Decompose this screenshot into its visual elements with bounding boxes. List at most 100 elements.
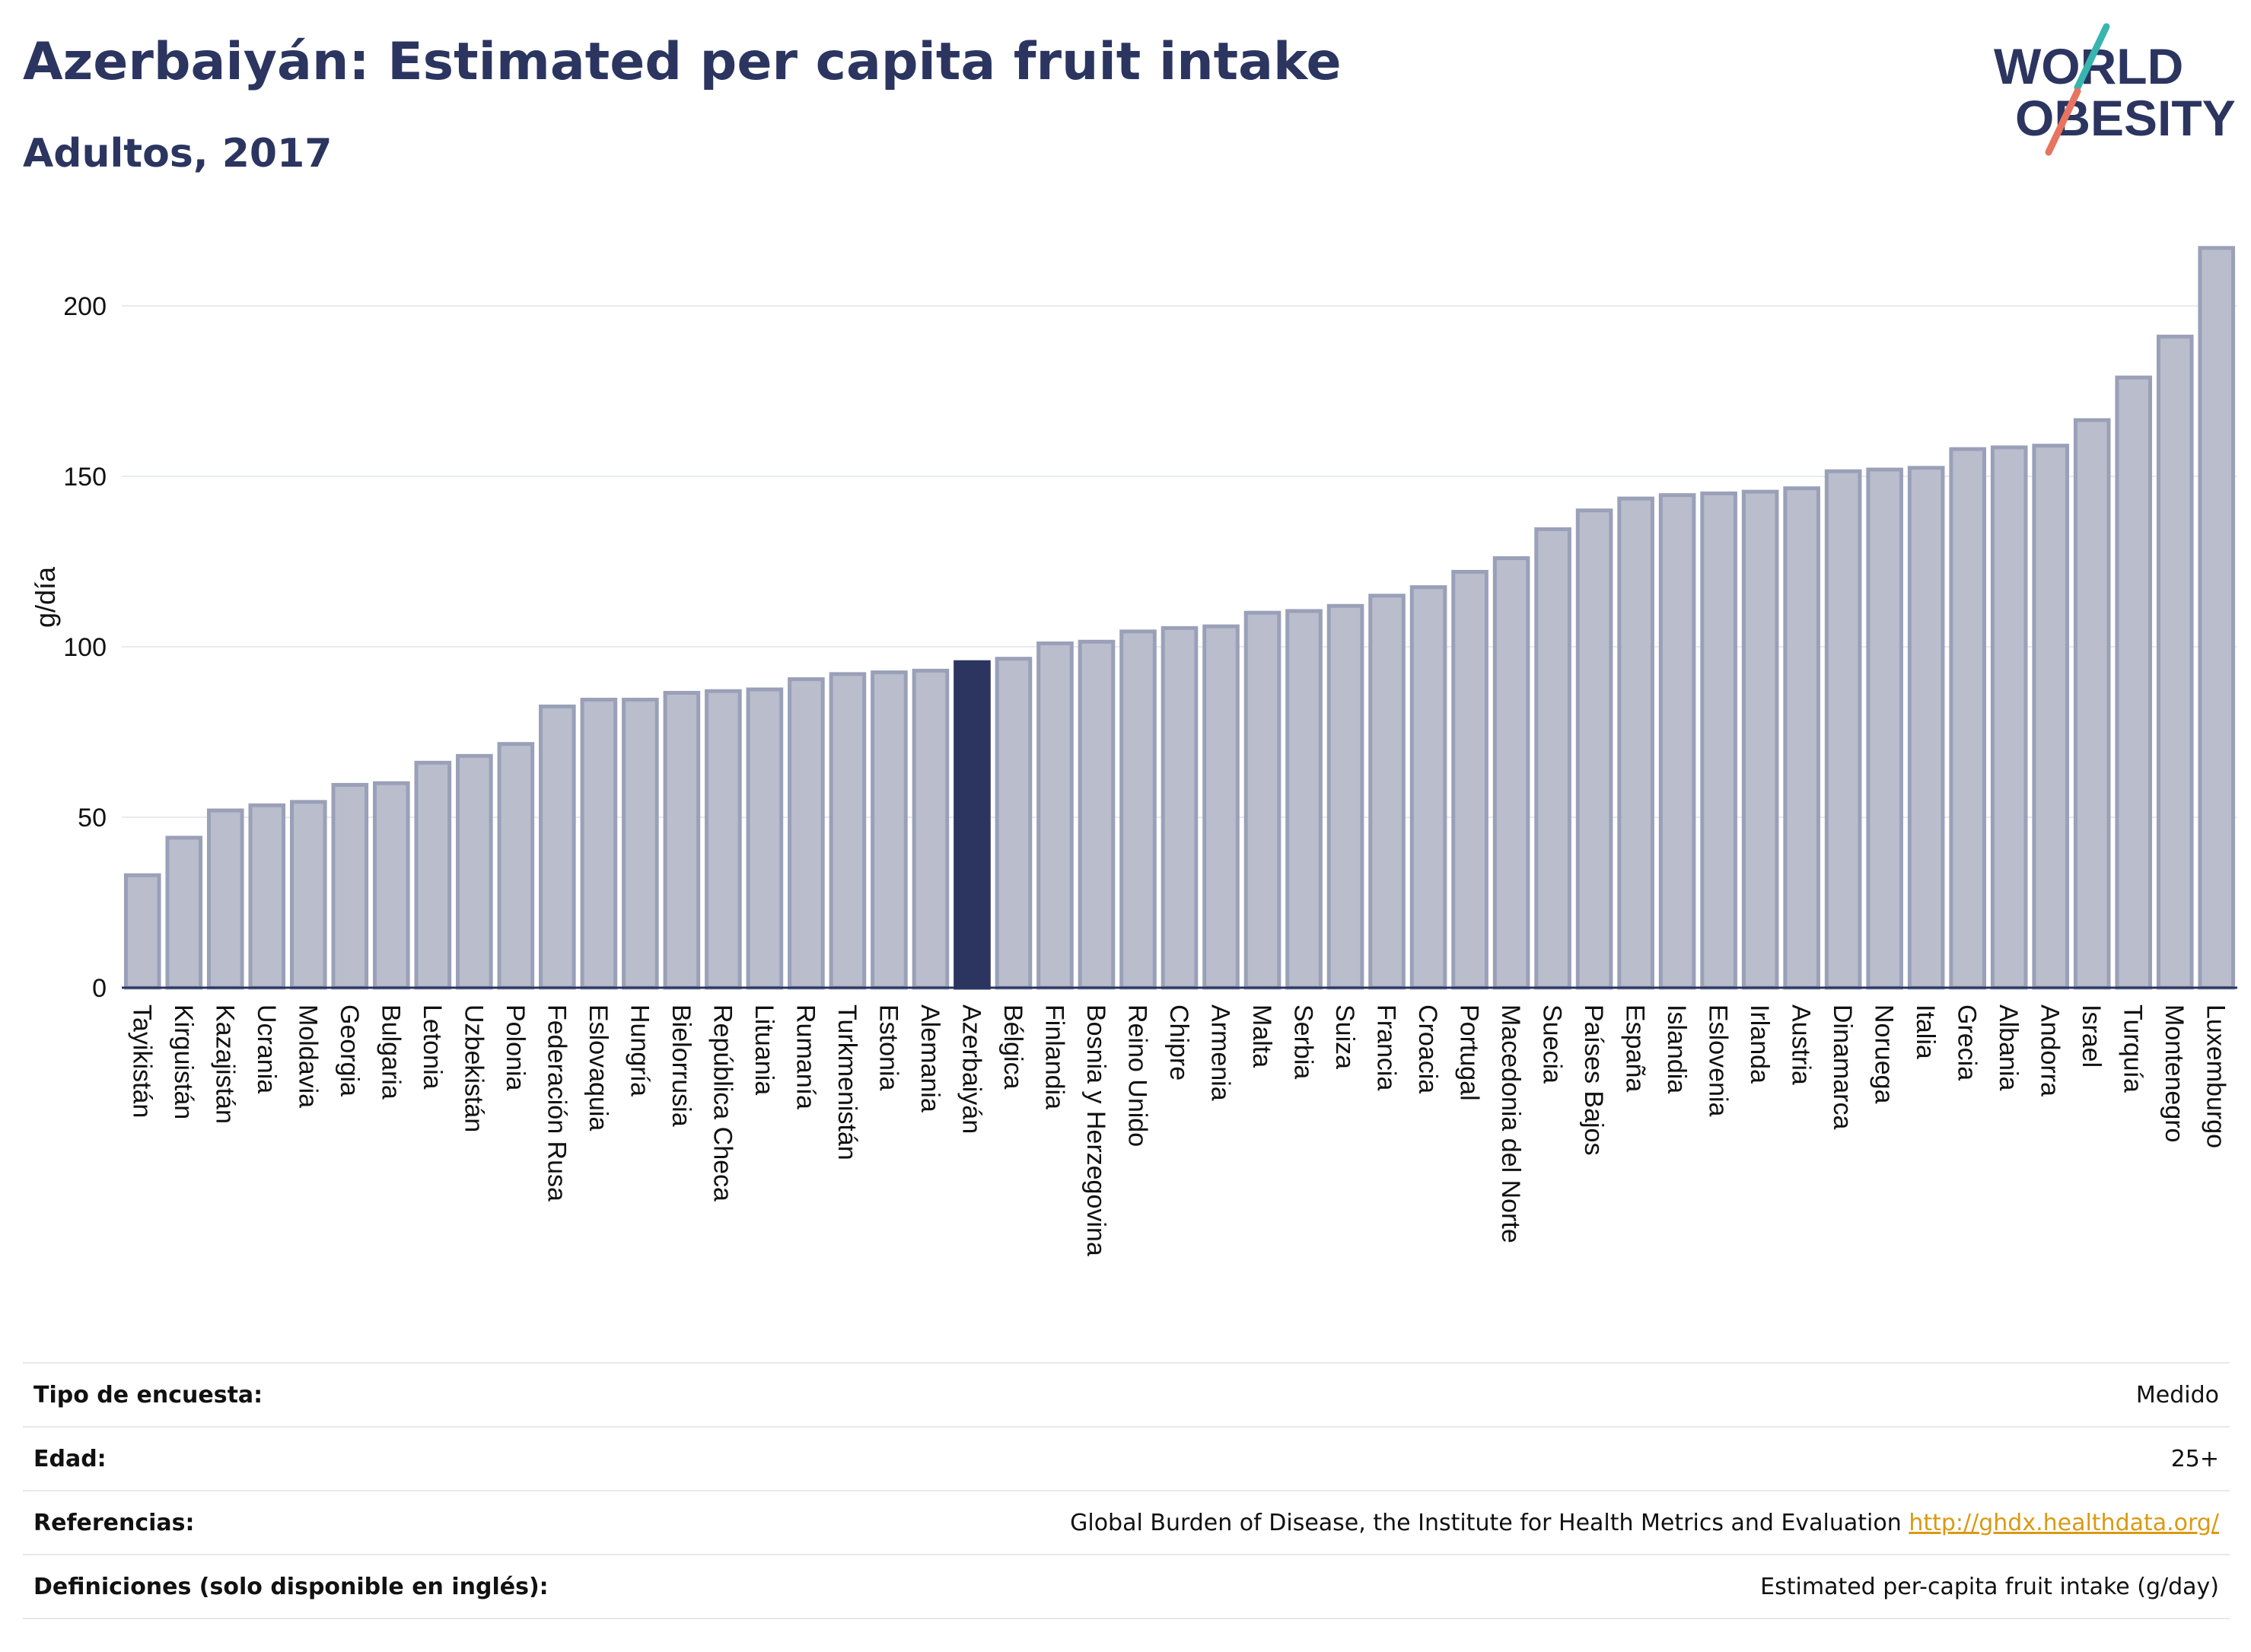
bar-grecia: [1949, 447, 1986, 990]
y-tick-labels: 0 50 100 150 200: [63, 292, 107, 1003]
info-row-survey-type: Tipo de encuesta: Medido: [23, 1362, 2230, 1427]
bar-países-bajos: [1575, 508, 1613, 990]
x-tick-label: Eslovaquia: [584, 1004, 613, 1131]
bar-chart: 0 50 100 150 200 Tayikistán Kirguistán Kazajis…: [30, 246, 2237, 1256]
bar-italia: [1907, 466, 1945, 990]
bar-islandia: [1658, 493, 1696, 990]
y-tick-label: 0: [92, 974, 107, 1003]
x-tick-label: Suiza: [1330, 1004, 1359, 1069]
bar-irlanda: [1741, 489, 1779, 990]
x-tick-label: Irlanda: [1745, 1004, 1774, 1084]
info-key: Edad:: [23, 1426, 717, 1491]
bar-alemania: [912, 668, 950, 990]
x-tick-label: Kirguistán: [169, 1004, 198, 1119]
info-row-age: Edad: 25+: [23, 1426, 2230, 1491]
world-obesity-logo: WORLD OBESITY: [1994, 23, 2236, 156]
bar-kazajistán: [206, 808, 244, 990]
x-tick-label: Andorra: [2036, 1004, 2065, 1097]
x-tick-label: Finlandia: [1040, 1004, 1068, 1109]
bar-austria: [1783, 486, 1820, 990]
x-tick-label: Chipre: [1164, 1004, 1193, 1081]
x-tick-label: Francia: [1372, 1004, 1401, 1090]
x-tick-label: Bélgica: [998, 1004, 1027, 1090]
info-value: Estimated per-capita fruit intake (g/day…: [716, 1554, 2230, 1619]
x-tick-label: Kazajistán: [210, 1004, 239, 1124]
x-tick-label: Albania: [1994, 1004, 2023, 1091]
x-tick-label: Bielorrusia: [667, 1004, 696, 1127]
bar-albania: [1990, 445, 2028, 990]
info-row-definitions: Definiciones (solo disponible en inglés)…: [23, 1554, 2230, 1619]
x-tick-label: Italia: [1911, 1004, 1940, 1059]
x-tick-label: Federación Rusa: [542, 1004, 571, 1202]
bar-serbia: [1285, 609, 1323, 990]
reference-link[interactable]: http://ghdx.healthdata.org/: [1909, 1509, 2219, 1536]
x-tick-label: Montenegro: [2160, 1004, 2189, 1142]
bar-lituania: [746, 687, 784, 990]
y-tick-label: 150: [63, 463, 107, 492]
bar-tayikistán: [123, 873, 161, 990]
x-tick-label: Macedonia del Norte: [1496, 1004, 1525, 1243]
bar-suiza: [1326, 603, 1364, 990]
x-tick-label: Moldavia: [293, 1004, 322, 1108]
x-tick-label: Alemania: [915, 1004, 944, 1112]
x-tick-label: Bosnia y Herzegovina: [1081, 1004, 1110, 1256]
x-tick-label: Luxemburgo: [2202, 1004, 2230, 1148]
x-tick-label: Hungría: [625, 1004, 654, 1097]
x-tick-label: Dinamarca: [1828, 1004, 1857, 1129]
x-tick-labels: Tayikistán Kirguistán Kazajistán Ucrania Mol…: [127, 1004, 2230, 1256]
x-tick-label: Serbia: [1289, 1004, 1318, 1079]
bar-federación-rusa: [539, 704, 576, 990]
logo-stroke-teal: [2074, 23, 2110, 91]
info-value-references: Global Burden of Disease, the Institute …: [716, 1490, 2230, 1555]
bar-bélgica: [995, 657, 1033, 990]
bar-andorra: [2032, 444, 2070, 990]
x-tick-label: Austria: [1787, 1004, 1816, 1085]
y-tick-label: 50: [78, 804, 107, 832]
x-tick-label: Azerbaiyán: [957, 1004, 985, 1134]
bar-azerbaiyán: [954, 660, 991, 990]
bar-polonia: [497, 742, 535, 990]
bar-chipre: [1161, 625, 1199, 990]
bar-eslovenia: [1700, 491, 1737, 990]
x-tick-label: Armenia: [1206, 1004, 1235, 1101]
bar-portugal: [1451, 569, 1488, 990]
bar-montenegro: [2156, 334, 2194, 990]
x-tick-label: Polonia: [501, 1004, 530, 1091]
bar-hungría: [622, 697, 659, 990]
x-tick-label: Uzbekistán: [459, 1004, 488, 1132]
x-tick-label: Turquía: [2119, 1004, 2148, 1093]
bar-kirguistán: [165, 836, 203, 990]
x-tick-label: Eslovenia: [1704, 1004, 1733, 1117]
y-tick-label: 100: [63, 633, 107, 662]
bar-españa: [1617, 496, 1654, 990]
bar-georgia: [331, 782, 369, 990]
bar-luxemburgo: [2198, 246, 2236, 990]
logo-stroke-coral: [2045, 88, 2081, 156]
info-value: Medido: [716, 1362, 2230, 1427]
bar-moldavia: [289, 800, 327, 990]
x-tick-label: Georgia: [335, 1004, 364, 1097]
y-axis-label: g/día: [30, 566, 61, 628]
x-tick-label: España: [1621, 1004, 1650, 1092]
x-tick-label: Letonia: [418, 1004, 447, 1090]
bar-noruega: [1866, 467, 1903, 990]
bar-dinamarca: [1824, 469, 1862, 990]
bar-rumanía: [788, 677, 825, 990]
bar-turkmenistán: [829, 672, 867, 990]
bar-croacia: [1409, 585, 1447, 990]
reference-text: Global Burden of Disease, the Institute …: [1070, 1509, 1902, 1536]
metadata-table: Tipo de encuesta: Medido Edad: 25+ Refer…: [23, 1362, 2230, 1619]
x-tick-label: Grecia: [1953, 1004, 1982, 1081]
bar-letonia: [414, 760, 452, 990]
info-value: 25+: [716, 1426, 2230, 1491]
x-tick-label: Noruega: [1870, 1004, 1899, 1104]
bar-turquía: [2115, 375, 2153, 990]
x-tick-label: Portugal: [1455, 1004, 1484, 1101]
bar-armenia: [1202, 624, 1240, 990]
bar-israel: [2073, 418, 2111, 990]
bar-ucrania: [248, 803, 286, 990]
bar-estonia: [871, 670, 908, 990]
x-tick-label: Turkmenistán: [833, 1004, 861, 1160]
x-tick-label: Rumanía: [791, 1004, 820, 1109]
bars: [123, 246, 2236, 990]
